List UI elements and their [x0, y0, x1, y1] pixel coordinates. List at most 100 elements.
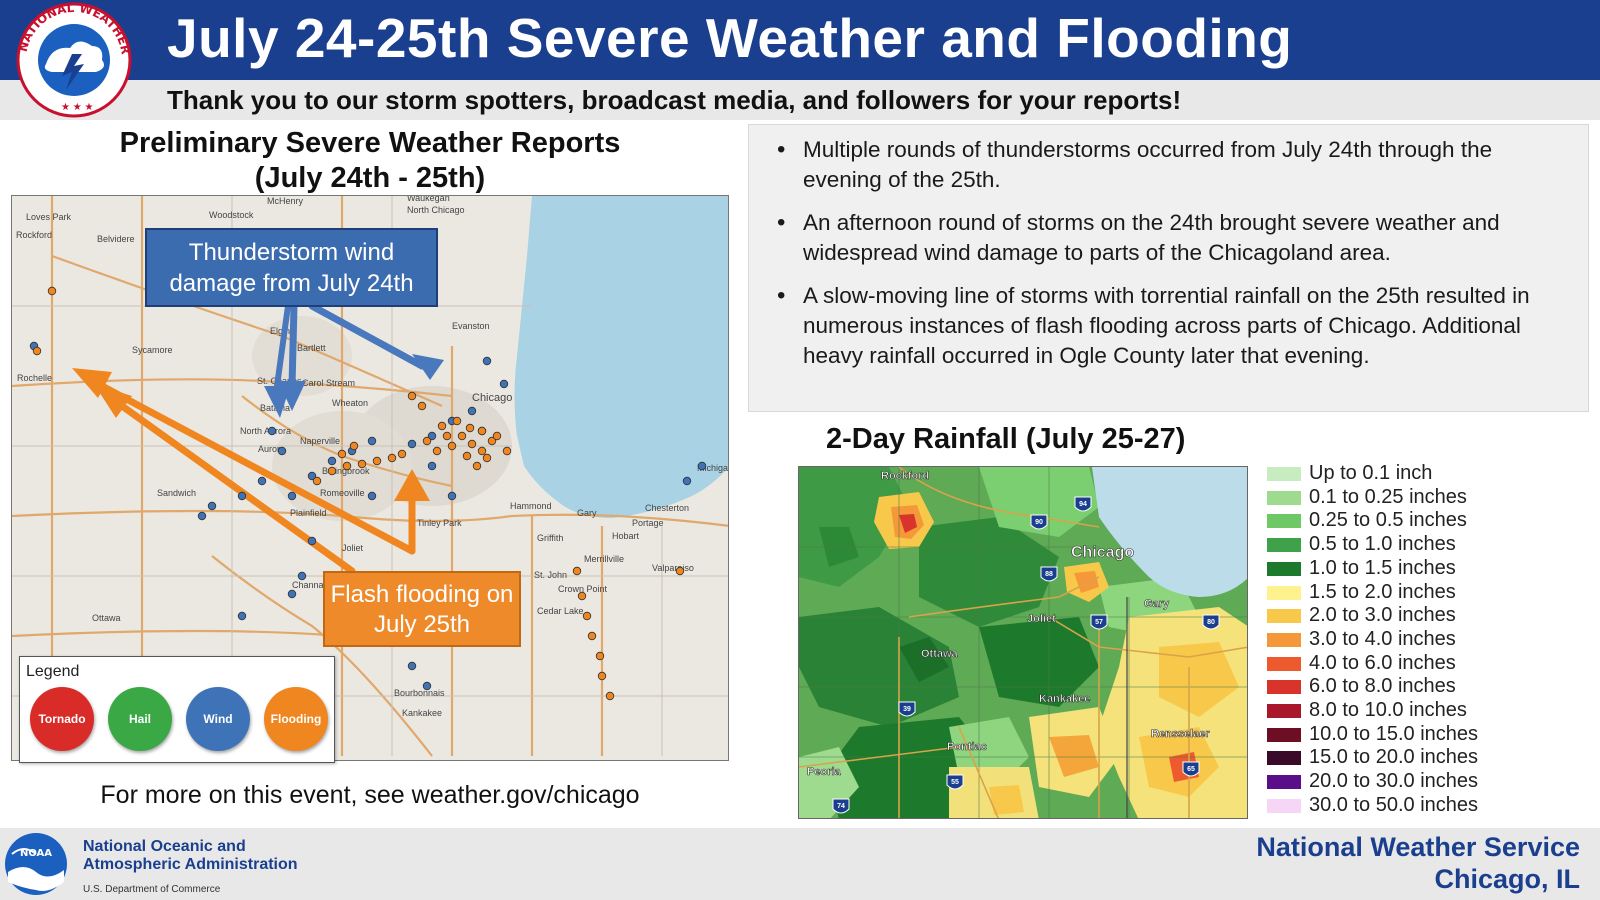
map-town-label: Hobart	[612, 531, 640, 541]
wind-report-dot	[427, 461, 437, 471]
rain-map-label: Gary	[1144, 598, 1170, 610]
flood-report-dot	[397, 449, 407, 459]
map-town-label: Griffith	[537, 533, 563, 543]
flood-report-dot	[595, 651, 605, 661]
map-town-label: Merrillville	[584, 554, 624, 564]
subtitle: Thank you to our storm spotters, broadca…	[167, 85, 1182, 115]
map-town-label: Joliet	[342, 543, 364, 553]
highway-shield-icon: 55	[946, 774, 964, 790]
wind-report-dot	[499, 379, 509, 389]
rainfall-legend-item: 8.0 to 10.0 inches	[1267, 699, 1597, 721]
map-town-label: Naperville	[300, 436, 340, 446]
wind-report-dot	[407, 661, 417, 671]
rain-map-label: Pontiac	[947, 741, 987, 753]
legend-tornado: Tornado	[30, 687, 94, 751]
wind-report-dot	[287, 491, 297, 501]
svg-text:74: 74	[837, 803, 845, 810]
svg-text:39: 39	[903, 706, 911, 713]
wind-report-dot	[207, 501, 217, 511]
flood-report-dot	[492, 431, 502, 441]
rainfall-legend-label: 6.0 to 8.0 inches	[1309, 675, 1456, 698]
legend-wind: Wind	[186, 687, 250, 751]
flood-report-dot	[477, 426, 487, 436]
rainfall-legend-swatch	[1267, 632, 1301, 647]
map-town-label: Chicago	[472, 392, 512, 404]
map-town-label: North Aurora	[240, 426, 291, 436]
rainfall-legend-label: 0.5 to 1.0 inches	[1309, 533, 1456, 556]
wind-report-dot	[307, 536, 317, 546]
flood-report-dot	[482, 453, 492, 463]
map-town-label: Chesterton	[645, 503, 689, 513]
rainfall-legend-label: 4.0 to 6.0 inches	[1309, 651, 1456, 674]
map-town-label: Valparaiso	[652, 563, 694, 573]
wind-report-dot	[287, 589, 297, 599]
legend-flooding: Flooding	[264, 687, 328, 751]
rainfall-legend-swatch	[1267, 680, 1301, 695]
flood-report-dot	[437, 421, 447, 431]
map-town-label: Michigan City	[697, 463, 729, 473]
map-town-label: Rockford	[16, 230, 52, 240]
map-town-label: Bolingbrook	[322, 466, 370, 476]
flood-report-dot	[572, 566, 582, 576]
rainfall-legend-swatch	[1267, 467, 1301, 481]
map-town-label: Bourbonnais	[394, 688, 445, 698]
noaa-department: U.S. Department of Commerce	[83, 884, 221, 895]
rain-map-label: Kankakee	[1039, 693, 1090, 705]
map-town-label: Aurora	[258, 444, 285, 454]
rain-map-label: Ottawa	[921, 648, 959, 660]
subtitle-bar: Thank you to our storm spotters, broadca…	[0, 80, 1600, 120]
reports-title-line2: (July 24th - 25th)	[254, 162, 486, 194]
legend-hail: Hail	[108, 687, 172, 751]
rainfall-legend-item: 20.0 to 30.0 inches	[1267, 770, 1597, 792]
rainfall-legend-item: 10.0 to 15.0 inches	[1267, 723, 1597, 745]
svg-text:88: 88	[1045, 571, 1053, 578]
reports-legend: Legend Tornado Hail Wind Flooding	[19, 656, 335, 763]
wind-report-dot	[367, 491, 377, 501]
flood-report-dot	[432, 446, 442, 456]
highway-shield-icon: 39	[898, 701, 916, 717]
map-town-label: Cedar Lake	[537, 606, 584, 616]
rain-map-label: Joliet	[1027, 613, 1056, 625]
flood-report-dot	[462, 451, 472, 461]
highway-shield-icon: 57	[1090, 614, 1108, 630]
map-town-label: Evanston	[452, 321, 490, 331]
reports-title-line1: Preliminary Severe Weather Reports	[119, 127, 621, 159]
more-info-link[interactable]: For more on this event, see weather.gov/…	[100, 781, 640, 809]
rainfall-legend-label: 8.0 to 10.0 inches	[1309, 699, 1467, 721]
rain-map-label: Peoria	[807, 766, 842, 778]
map-town-label: Rochelle	[17, 373, 52, 383]
summary-panel: Multiple rounds of thunderstorms occurre…	[748, 124, 1589, 412]
rainfall-legend-swatch	[1267, 751, 1301, 766]
wind-report-dot	[482, 356, 492, 366]
wind-report-dot	[267, 426, 277, 436]
rainfall-legend-item: 30.0 to 50.0 inches	[1267, 794, 1597, 816]
flood-report-dot	[47, 286, 57, 296]
wind-report-dot	[257, 476, 267, 486]
summary-bullet: An afternoon round of storms on the 24th…	[773, 208, 1568, 268]
flood-report-dot	[472, 461, 482, 471]
wind-report-dot	[407, 439, 417, 449]
map-town-label: Tinley Park	[417, 518, 462, 528]
nws-office-name: National Weather Service	[1256, 832, 1580, 862]
rainfall-legend-swatch	[1267, 609, 1301, 624]
map-town-label: Elgin	[270, 326, 290, 336]
rainfall-title: 2-Day Rainfall (July 25-27)	[826, 423, 1186, 455]
rainfall-legend-label: 3.0 to 4.0 inches	[1309, 627, 1456, 650]
flood-report-dot	[605, 691, 615, 701]
map-town-label: Crown Point	[558, 584, 608, 594]
noaa-logo-text: NOAA	[20, 848, 52, 859]
map-town-label: Belvidere	[97, 234, 135, 244]
flood-report-dot	[342, 461, 352, 471]
map-town-label: Wheaton	[332, 398, 368, 408]
rainfall-legend-label: Up to 0.1 inch	[1309, 462, 1433, 484]
footer-bar	[0, 828, 1600, 900]
map-town-label: North Chicago	[407, 205, 465, 215]
map-town-label: Hammond	[510, 501, 552, 511]
map-town-label: Carol Stream	[302, 378, 355, 388]
rainfall-legend-swatch	[1267, 798, 1301, 813]
flood-report-dot	[442, 431, 452, 441]
svg-text:★ ★ ★: ★ ★ ★	[61, 102, 93, 113]
flood-report-dot	[387, 453, 397, 463]
flood-report-dot	[465, 423, 475, 433]
wind-report-dot	[697, 461, 707, 471]
